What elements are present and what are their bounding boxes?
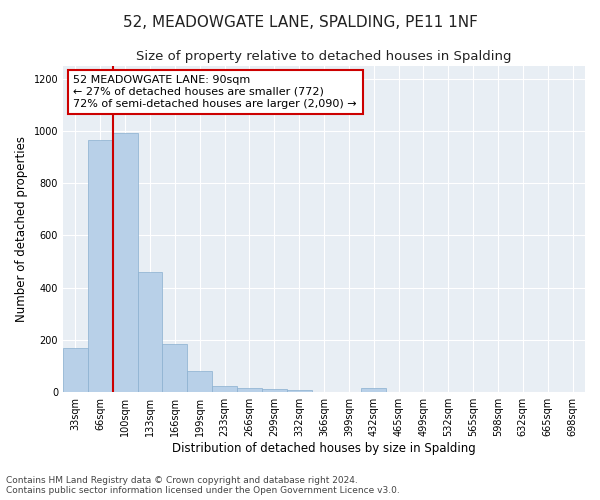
Bar: [63, 348, 88, 392]
X-axis label: Distribution of detached houses by size in Spalding: Distribution of detached houses by size …: [172, 442, 476, 455]
Title: Size of property relative to detached houses in Spalding: Size of property relative to detached ho…: [136, 50, 512, 63]
Text: Contains HM Land Registry data © Crown copyright and database right 2024.
Contai: Contains HM Land Registry data © Crown c…: [6, 476, 400, 495]
Bar: [212, 386, 237, 392]
Bar: [262, 389, 287, 392]
Bar: [287, 390, 311, 392]
Y-axis label: Number of detached properties: Number of detached properties: [15, 136, 28, 322]
Bar: [88, 140, 113, 392]
Bar: [163, 344, 187, 392]
Text: 52, MEADOWGATE LANE, SPALDING, PE11 1NF: 52, MEADOWGATE LANE, SPALDING, PE11 1NF: [122, 15, 478, 30]
Bar: [137, 272, 163, 392]
Bar: [361, 388, 386, 392]
Bar: [237, 388, 262, 392]
Text: 52 MEADOWGATE LANE: 90sqm
← 27% of detached houses are smaller (772)
72% of semi: 52 MEADOWGATE LANE: 90sqm ← 27% of detac…: [73, 76, 357, 108]
Bar: [187, 372, 212, 392]
Bar: [113, 134, 137, 392]
